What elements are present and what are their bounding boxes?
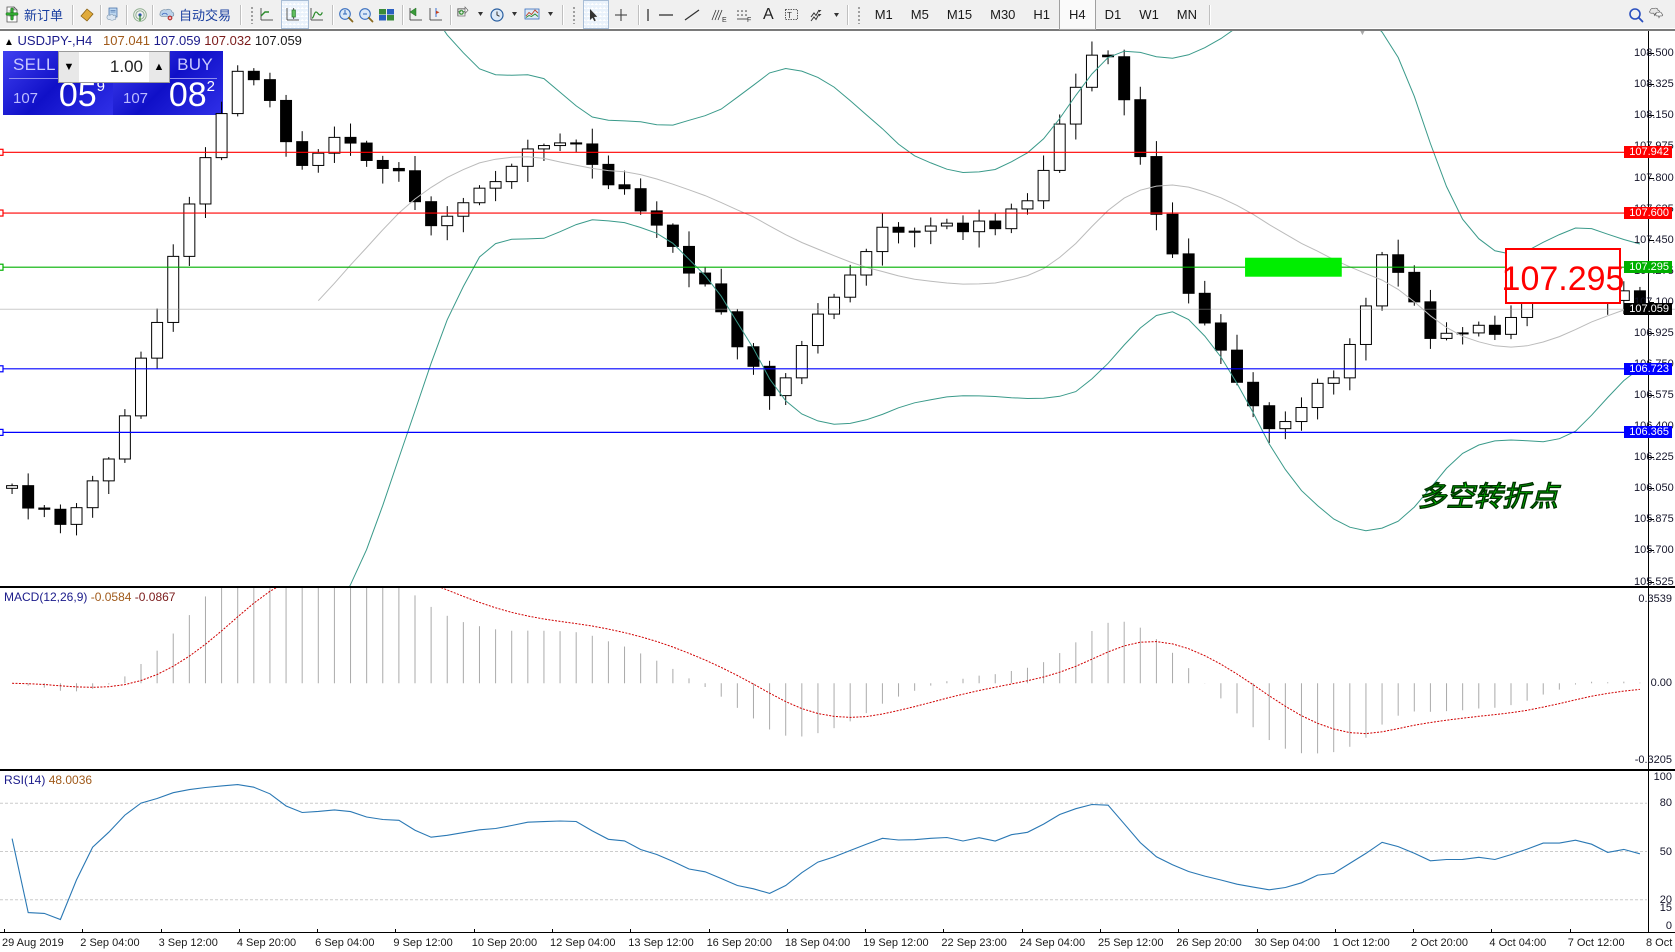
svg-text:F: F [747, 17, 751, 23]
svg-text:E: E [722, 17, 727, 23]
svg-text:T: T [787, 11, 792, 20]
svg-text:多空转折点: 多空转折点 [1418, 481, 1562, 512]
svg-text:107.295: 107.295 [1502, 260, 1625, 298]
